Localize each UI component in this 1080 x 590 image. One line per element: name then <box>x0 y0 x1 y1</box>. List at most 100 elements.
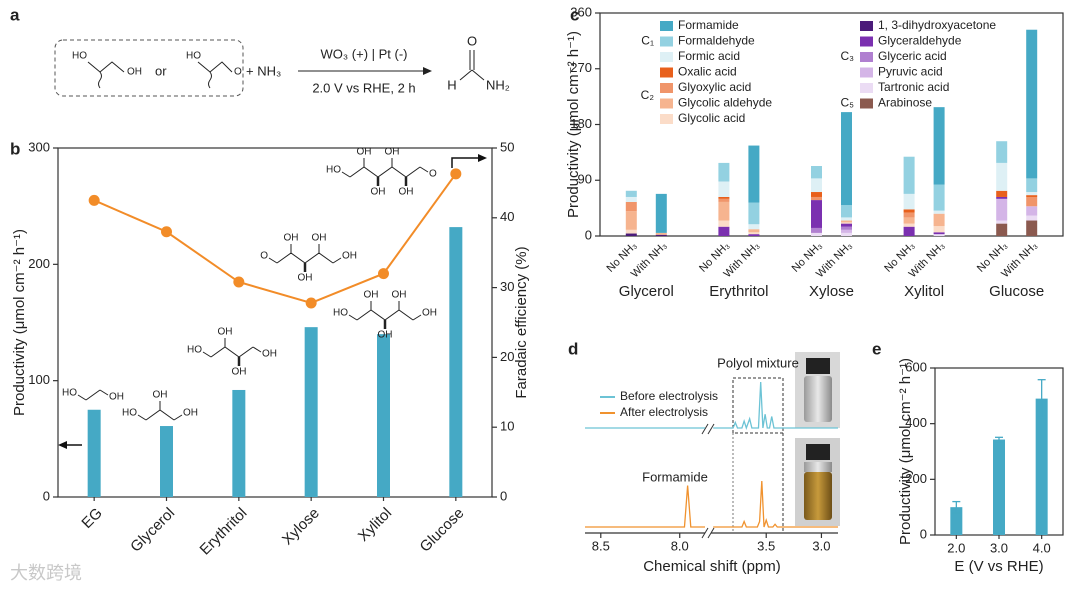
stack-segment <box>718 196 730 199</box>
stack-segment <box>718 162 730 182</box>
vial <box>804 462 832 472</box>
atom-label: OH <box>342 251 357 262</box>
stack-segment <box>811 196 822 201</box>
bar <box>449 227 463 497</box>
y-tick-label: 300 <box>28 139 50 154</box>
stack-segment <box>841 223 852 227</box>
x-tick-label: 8.0 <box>671 538 689 553</box>
molecule-bond <box>210 346 254 358</box>
axis-break <box>707 527 715 539</box>
stack-segment <box>718 181 730 197</box>
molecule-bond <box>77 394 87 401</box>
stack-segment <box>933 226 945 233</box>
stack-segment <box>933 213 945 227</box>
group-label: Glucose <box>989 283 1044 300</box>
molecule-bond <box>412 314 422 321</box>
legend-swatch <box>660 114 673 124</box>
atom-label: OH <box>399 187 414 198</box>
fe-marker <box>450 168 462 180</box>
vial <box>804 376 832 422</box>
panel-label: e <box>872 339 881 358</box>
y-tick-label: 360 <box>570 4 592 19</box>
molecule-bond <box>348 314 358 321</box>
axis-arrow <box>451 157 480 168</box>
atom-label: OH <box>357 147 372 158</box>
atom-label: OH <box>109 392 124 403</box>
y-axis-label: Productivity (μmol cm⁻² h⁻¹) <box>11 229 28 416</box>
atom-label: OH <box>262 349 277 360</box>
stack-segment <box>841 222 852 224</box>
legend-group-label: C₅ <box>841 96 855 110</box>
atom-label: HO <box>62 388 77 399</box>
atom-label: NH₂ <box>486 77 510 92</box>
spectrum <box>585 381 838 431</box>
molecule-bond <box>332 257 342 264</box>
atom-label: HO <box>187 345 202 356</box>
dashed-box <box>54 39 244 97</box>
fe-marker <box>305 297 317 309</box>
y-tick-label: 0 <box>585 227 592 242</box>
stack-segment <box>841 217 852 221</box>
stack-segment <box>996 220 1008 224</box>
vial-cap <box>806 444 830 460</box>
stack-segment <box>811 166 822 179</box>
legend-group-label: C₁ <box>641 34 654 48</box>
stack-segment <box>718 198 730 202</box>
legend-label: Tartronic acid <box>878 80 949 94</box>
atom-label: HO <box>333 308 348 319</box>
x-axis-label: E (V vs RHE) <box>954 558 1043 575</box>
molecule-bond <box>252 346 262 353</box>
axis-break <box>701 423 709 435</box>
scheme-text: + NH₃ <box>246 63 281 78</box>
molecule-bond <box>349 166 421 178</box>
stack-segment <box>811 192 822 197</box>
bar <box>1035 398 1048 535</box>
stack-segment <box>625 211 637 230</box>
molecule-bond <box>145 409 175 421</box>
stack-segment <box>903 223 915 227</box>
y-tick-label: 0 <box>43 488 50 503</box>
bar <box>304 327 318 497</box>
scheme-text: WO₃ (+) | Pt (-) <box>320 46 407 61</box>
atom-label: OH <box>284 233 299 244</box>
y-tick-label: 400 <box>905 415 927 430</box>
stack-segment <box>1026 195 1038 197</box>
fe-marker <box>233 276 245 288</box>
atom-label: OH <box>153 390 168 401</box>
legend-group-label: C₃ <box>840 49 854 63</box>
stack-segment <box>625 229 637 234</box>
x-tick-label: Glycerol <box>127 505 178 556</box>
wavy-bond <box>98 71 102 89</box>
fe-marker <box>161 226 172 238</box>
x-tick-label: Xylose <box>279 505 323 549</box>
legend-swatch <box>660 67 673 78</box>
stack-segment <box>748 145 760 203</box>
legend-swatch <box>860 52 873 62</box>
stack-segment <box>841 226 852 230</box>
legend-swatch <box>860 98 873 109</box>
y-tick-label: 270 <box>570 60 592 75</box>
vial-photo <box>795 352 840 526</box>
stack-segment <box>996 223 1008 236</box>
stack-segment <box>625 201 637 212</box>
x-tick-label: 3.0 <box>990 540 1008 555</box>
y2-tick-label: 10 <box>500 419 514 434</box>
stack-segment <box>1026 206 1038 216</box>
legend-label: Formaldehyde <box>678 34 755 48</box>
y-tick-label: 0 <box>920 526 927 541</box>
molecule-bond <box>341 171 351 178</box>
legend-swatch <box>860 83 873 93</box>
stack-segment <box>933 234 945 236</box>
legend-swatch <box>860 21 873 31</box>
molecule-bond <box>85 389 101 401</box>
stack-segment <box>933 210 945 214</box>
stack-segment <box>996 162 1008 191</box>
atom-label: OH <box>422 308 437 319</box>
stack-segment <box>625 233 637 236</box>
annotation: Polyol mixture <box>717 355 799 370</box>
stack-segment <box>996 198 1008 221</box>
stack-segment <box>903 226 915 236</box>
molecule-bond <box>173 414 183 421</box>
stack-segment <box>748 224 760 230</box>
y-axis-label: Productivity (μmol cm⁻² h⁻¹) <box>565 31 582 218</box>
